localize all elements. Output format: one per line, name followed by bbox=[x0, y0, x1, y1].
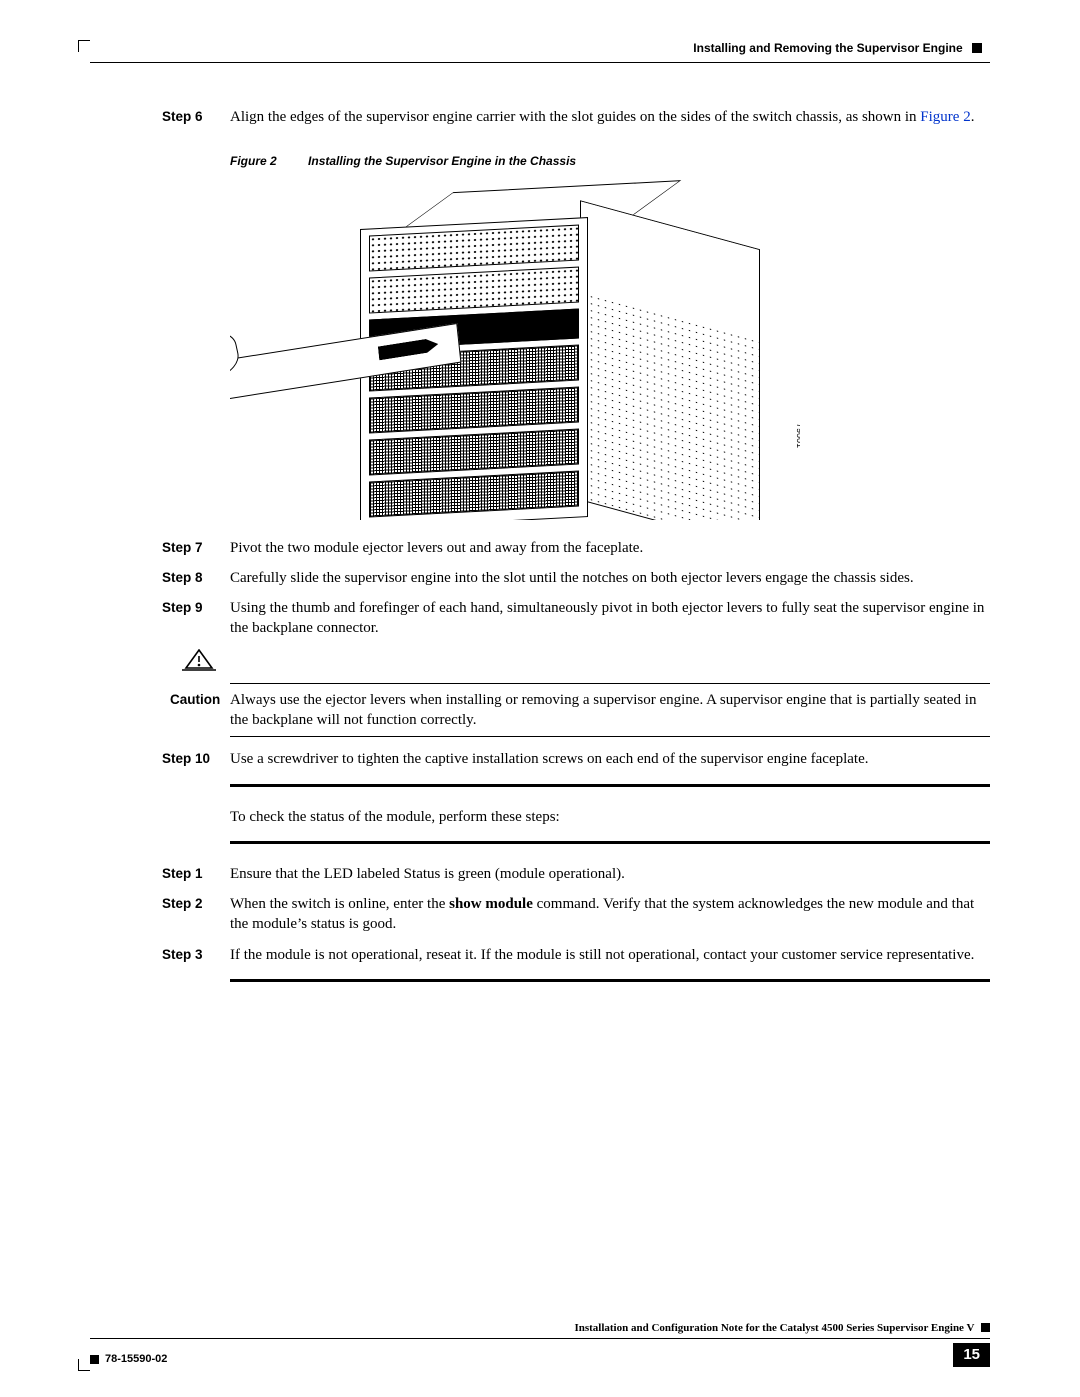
page-number: 15 bbox=[953, 1343, 990, 1367]
section-start-rule bbox=[230, 841, 990, 844]
caution-bottom-rule bbox=[230, 736, 990, 737]
step6-post: . bbox=[971, 109, 975, 125]
footer-left-square-icon bbox=[90, 1355, 99, 1364]
step6-pre: Align the edges of the supervisor engine… bbox=[230, 109, 920, 125]
step-label: Step 6 bbox=[90, 107, 230, 127]
running-head: Installing and Removing the Supervisor E… bbox=[90, 40, 990, 56]
step-label: Step 2 bbox=[90, 894, 230, 935]
step-label: Step 1 bbox=[90, 864, 230, 884]
caution-icon-row bbox=[90, 649, 990, 677]
command-text: show module bbox=[449, 896, 533, 912]
figure-caption: Figure 2 Installing the Supervisor Engin… bbox=[230, 153, 990, 169]
footer-part-number-text: 78-15590-02 bbox=[105, 1352, 167, 1367]
step-row: Step 6 Align the edges of the supervisor… bbox=[90, 107, 990, 127]
step-label: Step 10 bbox=[90, 749, 230, 769]
figure-illustration: 79001 bbox=[230, 180, 800, 520]
step-row: Step 8 Carefully slide the supervisor en… bbox=[90, 568, 990, 588]
crop-mark-tl bbox=[78, 40, 90, 52]
step-text: If the module is not operational, reseat… bbox=[230, 945, 990, 965]
page-footer: Installation and Configuration Note for … bbox=[90, 1321, 990, 1367]
step-text: Pivot the two module ejector levers out … bbox=[230, 538, 990, 558]
section-end-rule-2 bbox=[230, 979, 990, 982]
section-end-rule bbox=[230, 784, 990, 787]
footer-part-number: 78-15590-02 bbox=[90, 1352, 167, 1367]
stepB2-pre: When the switch is online, enter the bbox=[230, 896, 449, 912]
header-rule bbox=[90, 62, 990, 63]
step-label: Step 8 bbox=[90, 568, 230, 588]
step-label: Step 3 bbox=[90, 945, 230, 965]
caution-top-rule bbox=[230, 683, 990, 684]
caution-text: Always use the ejector levers when insta… bbox=[230, 690, 990, 731]
header-square-icon bbox=[972, 43, 982, 53]
running-head-text: Installing and Removing the Supervisor E… bbox=[693, 41, 962, 55]
step-text: Use a screwdriver to tighten the captive… bbox=[230, 749, 990, 769]
caution-label: Caution bbox=[90, 690, 230, 709]
step-row: Step 9 Using the thumb and forefinger of… bbox=[90, 598, 990, 639]
figure-label: Figure 2 bbox=[230, 154, 277, 168]
figure-caption-text: Installing the Supervisor Engine in the … bbox=[308, 154, 576, 168]
step-row: Step 1 Ensure that the LED labeled Statu… bbox=[90, 864, 990, 884]
step-text: Align the edges of the supervisor engine… bbox=[230, 107, 990, 127]
footer-doc-title-text: Installation and Configuration Note for … bbox=[574, 1322, 974, 1334]
step-row: Step 7 Pivot the two module ejector leve… bbox=[90, 538, 990, 558]
step-label: Step 9 bbox=[90, 598, 230, 639]
step-text: Carefully slide the supervisor engine in… bbox=[230, 568, 990, 588]
warning-icon bbox=[182, 649, 216, 677]
step-row: Step 2 When the switch is online, enter … bbox=[90, 894, 990, 935]
figure2-link[interactable]: Figure 2 bbox=[920, 109, 970, 125]
step-row: Step 10 Use a screwdriver to tighten the… bbox=[90, 749, 990, 769]
step-label: Step 7 bbox=[90, 538, 230, 558]
step-row: Step 3 If the module is not operational,… bbox=[90, 945, 990, 965]
figure-image-number: 79001 bbox=[794, 422, 800, 448]
caution-row: Caution Always use the ejector levers wh… bbox=[90, 690, 990, 731]
footer-square-icon bbox=[981, 1323, 990, 1332]
step-text: When the switch is online, enter the sho… bbox=[230, 894, 990, 935]
step-text: Ensure that the LED labeled Status is gr… bbox=[230, 864, 990, 884]
footer-rule bbox=[90, 1338, 990, 1339]
intermission-text: To check the status of the module, perfo… bbox=[230, 807, 990, 827]
step-text: Using the thumb and forefinger of each h… bbox=[230, 598, 990, 639]
crop-mark-bl bbox=[78, 1359, 90, 1371]
footer-doc-title: Installation and Configuration Note for … bbox=[90, 1321, 990, 1336]
